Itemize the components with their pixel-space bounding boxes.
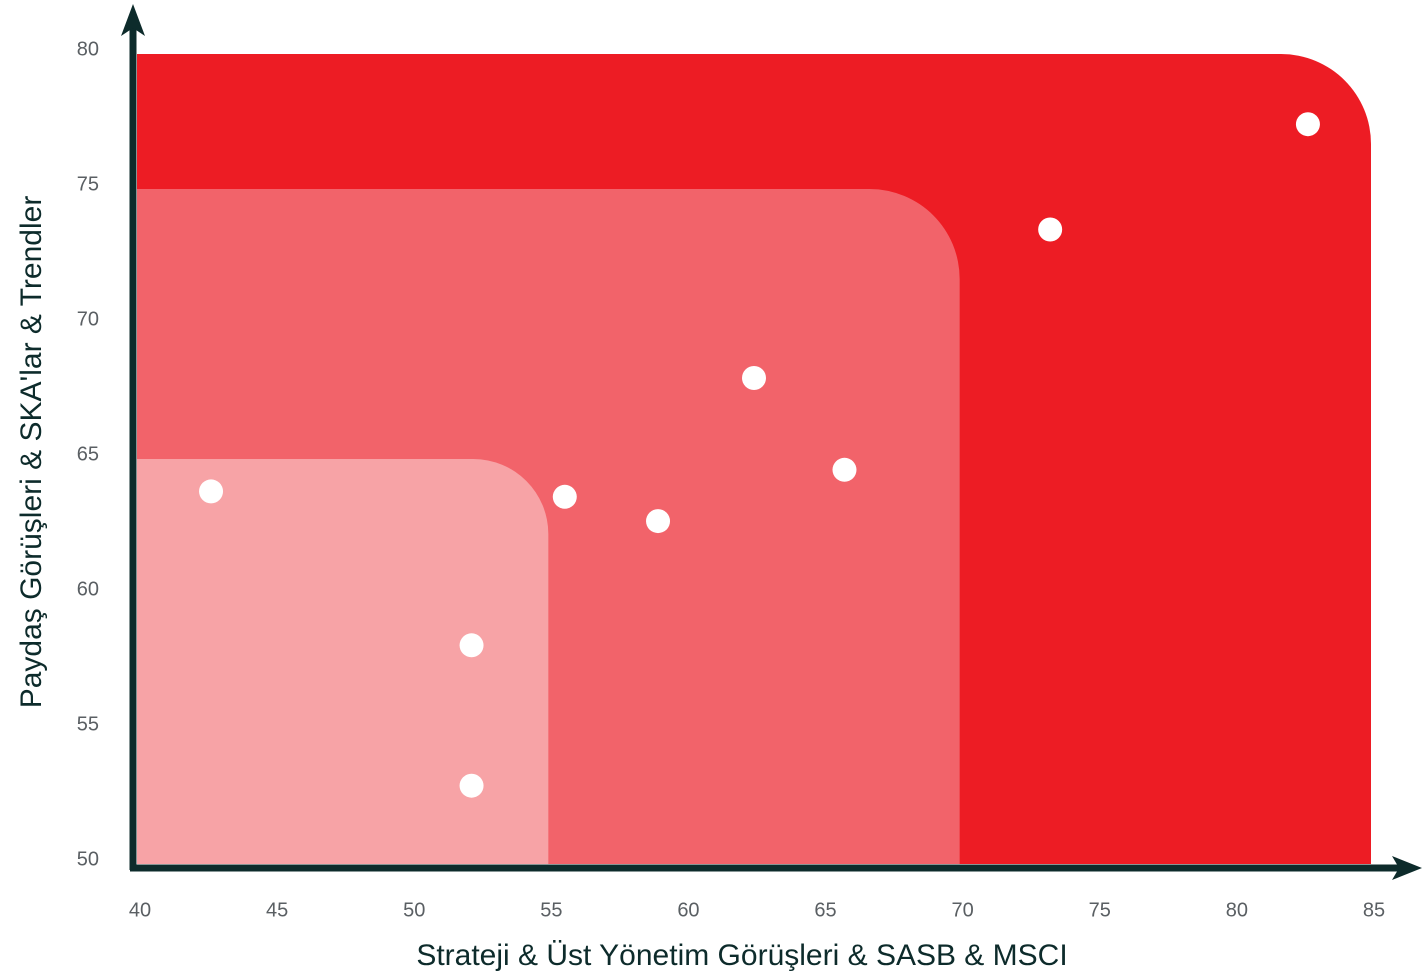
y-tick-label: 60 [77,578,99,600]
y-tick-label: 50 [77,848,99,870]
point [459,633,484,658]
y-axis-arrow [121,4,145,36]
point [832,457,857,482]
y-tick-label: 70 [77,308,99,330]
x-tick-label: 75 [1089,899,1111,921]
point [199,479,224,504]
x-tick-label: 80 [1226,899,1248,921]
zone [137,459,549,864]
y-tick-label: 80 [77,38,99,60]
x-axis-arrow [1392,856,1422,880]
x-tick-label: 60 [677,899,699,921]
point [646,509,671,534]
point [552,484,577,509]
y-tick-label: 55 [77,713,99,735]
x-tick-label: 50 [403,899,425,921]
x-tick-label: 65 [814,899,836,921]
x-tick-label: 70 [952,899,974,921]
x-axis-title: Strateji & Üst Yönetim Görüşleri & SASB … [416,939,1067,972]
x-tick-label: 40 [129,899,151,921]
point [459,773,484,798]
point [1038,217,1063,242]
point [742,366,766,390]
y-axis-title: Paydaş Görüşleri & SKA'lar & Trendler [15,196,48,709]
y-tick-label: 75 [77,173,99,195]
point [1295,112,1320,137]
x-tick-label: 85 [1363,899,1385,921]
y-tick-label: 65 [77,443,99,465]
x-tick-label: 45 [266,899,288,921]
x-tick-label: 55 [540,899,562,921]
